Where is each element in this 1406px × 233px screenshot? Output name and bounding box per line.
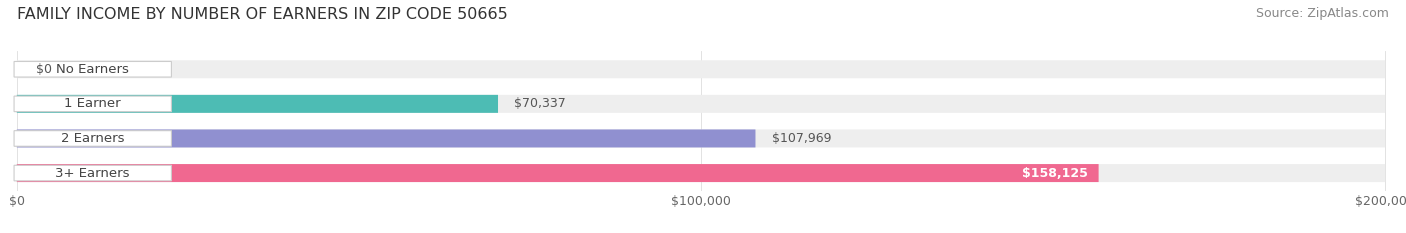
Text: $0: $0 (37, 63, 52, 76)
Text: 1 Earner: 1 Earner (65, 97, 121, 110)
FancyBboxPatch shape (17, 130, 1385, 147)
FancyBboxPatch shape (17, 164, 1385, 182)
Text: $158,125: $158,125 (1022, 167, 1088, 180)
FancyBboxPatch shape (14, 96, 172, 112)
Text: Source: ZipAtlas.com: Source: ZipAtlas.com (1256, 7, 1389, 20)
Text: 2 Earners: 2 Earners (60, 132, 125, 145)
Text: 3+ Earners: 3+ Earners (55, 167, 129, 180)
FancyBboxPatch shape (17, 95, 498, 113)
Text: FAMILY INCOME BY NUMBER OF EARNERS IN ZIP CODE 50665: FAMILY INCOME BY NUMBER OF EARNERS IN ZI… (17, 7, 508, 22)
FancyBboxPatch shape (17, 130, 755, 147)
Text: $107,969: $107,969 (772, 132, 831, 145)
FancyBboxPatch shape (17, 164, 1098, 182)
Text: $70,337: $70,337 (515, 97, 567, 110)
Text: No Earners: No Earners (56, 63, 129, 76)
FancyBboxPatch shape (17, 95, 1385, 113)
FancyBboxPatch shape (14, 62, 172, 77)
FancyBboxPatch shape (17, 60, 1385, 78)
FancyBboxPatch shape (14, 131, 172, 146)
FancyBboxPatch shape (14, 165, 172, 181)
